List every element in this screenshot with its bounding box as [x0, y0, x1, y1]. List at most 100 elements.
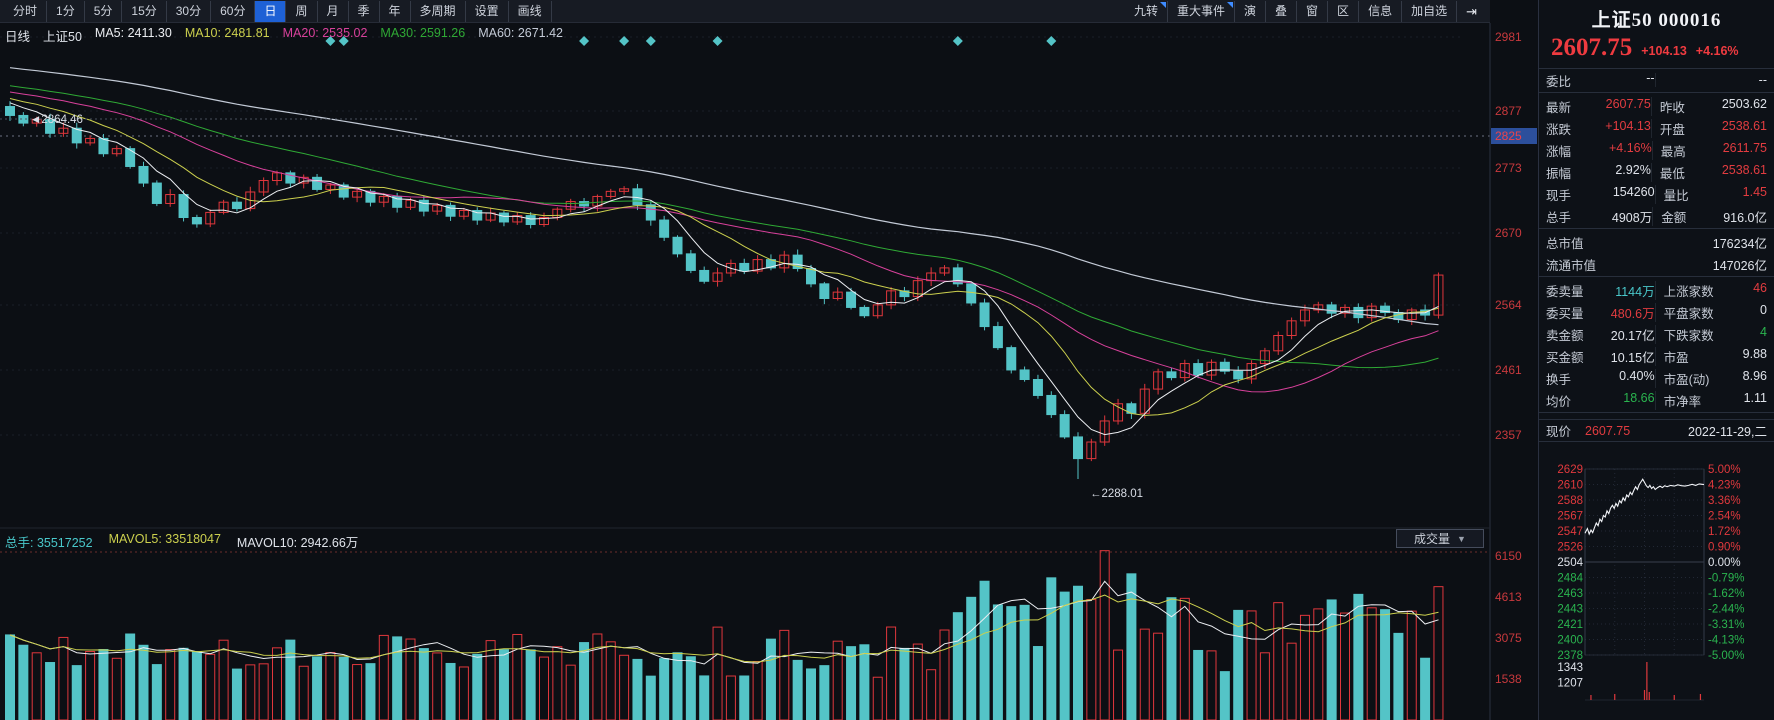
price-change: +104.13 [1641, 44, 1687, 58]
quote-label: 上涨家数 [1664, 281, 1726, 300]
quote-value: 176234亿 [1584, 233, 1767, 252]
tool-信息[interactable]: 信息 [1359, 1, 1402, 22]
tab-季[interactable]: 季 [349, 1, 380, 22]
quote-label: 委比 [1546, 71, 1604, 90]
tool-重大事件[interactable]: 重大事件 [1168, 1, 1235, 22]
mini-price-label: 2526 [1557, 542, 1583, 554]
quote-label: 振幅 [1546, 163, 1604, 182]
volume-indicator-bar: 总手: 35517252MAVOL5: 33518047MAVOL10: 294… [5, 532, 358, 551]
main-candlestick-chart[interactable]: 29812877277326702564246123572825◄2864.46… [0, 23, 1538, 720]
tab-15分[interactable]: 15分 [122, 1, 166, 22]
mini-pct-label: -0.79% [1708, 573, 1744, 585]
tab-日[interactable]: 日 [255, 1, 286, 22]
volume-indicator-selector[interactable]: 成交量 ▼ [1396, 529, 1484, 548]
quote-label: 开盘 [1660, 119, 1722, 138]
tab-60分[interactable]: 60分 [211, 1, 255, 22]
ma-value-label: MA10: 2481.81 [185, 26, 270, 45]
quote-label: 最低 [1660, 163, 1722, 182]
mini-price-label: 2588 [1557, 495, 1583, 507]
quote-row: 换手 0.40% 市盈(动) 8.96 [1539, 367, 1774, 389]
last-price: 2607.75 [1551, 34, 1632, 62]
volume-axis-label: 3075 [1495, 631, 1522, 645]
tab-设置[interactable]: 设置 [466, 1, 509, 22]
price-annotation: ←2288.01 [1090, 488, 1143, 500]
period-tabs: 分时1分5分15分30分60分日周月季年多周期设置画线 [4, 0, 552, 22]
mini-price-label: 2504 [1557, 557, 1583, 569]
mini-price-label: 2421 [1557, 619, 1583, 631]
quote-label: 总手 [1546, 207, 1604, 226]
nine-turn-marker-icon [619, 36, 629, 46]
mavol5-line [10, 581, 1439, 664]
quote-value: 2611.75 [1723, 141, 1767, 160]
quote-label: 市净率 [1664, 391, 1726, 410]
quote-value: 1144万 [1604, 281, 1655, 300]
tab-多周期[interactable]: 多周期 [411, 1, 466, 22]
quote-label: 买金额 [1546, 347, 1604, 366]
tab-画线[interactable]: 画线 [509, 1, 552, 22]
tab-分时[interactable]: 分时 [4, 1, 47, 22]
quote-row: 委比 -- -- [1539, 69, 1774, 93]
tool-演[interactable]: 演 [1235, 1, 1266, 22]
mini-pct-label: -3.31% [1708, 619, 1744, 631]
quote-label: 换手 [1546, 369, 1604, 388]
price-axis-label: 2670 [1495, 226, 1522, 240]
stock-trading-terminal: 分时1分5分15分30分60分日周月季年多周期设置画线 九转重大事件演叠窗区信息… [0, 0, 1774, 720]
quote-label: 涨幅 [1546, 141, 1604, 160]
mini-pct-label: 5.00% [1708, 464, 1741, 476]
quote-label: 流通市值 [1546, 255, 1596, 274]
tool-叠[interactable]: 叠 [1266, 1, 1297, 22]
nine-turn-marker-icon [579, 36, 589, 46]
quote-value: 18.66 [1604, 391, 1655, 410]
volume-axis-label: 1538 [1495, 672, 1522, 686]
quote-value: 1.11 [1726, 391, 1767, 410]
nine-turn-marker-icon [1046, 36, 1056, 46]
quote-value: 916.0亿 [1723, 207, 1767, 226]
quote-value: 8.96 [1726, 369, 1767, 388]
mini-pct-label: 2.54% [1708, 511, 1741, 523]
quote-value: 20.17亿 [1604, 325, 1655, 344]
ma-value-label: MA20: 2535.02 [283, 26, 368, 45]
tab-1分[interactable]: 1分 [47, 1, 85, 22]
intraday-mini-chart[interactable]: 2629261025882567254725262504248424632443… [1539, 444, 1774, 702]
quote-row: 现手 154260 量比 1.45 [1539, 183, 1774, 205]
quote-value: 9.88 [1726, 347, 1767, 366]
mini-pct-label: 3.36% [1708, 495, 1741, 507]
quote-value: 480.6万 [1604, 303, 1655, 322]
tool-区[interactable]: 区 [1328, 1, 1359, 22]
price-row: 2607.75 +104.13 +4.16% [1539, 32, 1774, 66]
price-annotation: ◄2864.46 [30, 114, 83, 126]
tool-九转[interactable]: 九转 [1125, 1, 1168, 22]
tool-窗[interactable]: 窗 [1297, 1, 1328, 22]
quote-label: 最高 [1661, 141, 1723, 160]
tool-加自选[interactable]: 加自选 [1402, 1, 1457, 22]
quote-label: 平盘家数 [1664, 303, 1726, 322]
volume-value-label: MAVOL10: 2942.66万 [237, 532, 358, 551]
mini-pct-label: 4.23% [1708, 480, 1741, 492]
ma-value-label: MA30: 2591.26 [380, 26, 465, 45]
quote-value: 2538.61 [1722, 119, 1767, 138]
tab-周[interactable]: 周 [286, 1, 317, 22]
quote-value: -- [1726, 73, 1767, 87]
quote-value: 2503.62 [1722, 97, 1767, 116]
quote-label: 总市值 [1546, 233, 1584, 252]
volume-bars-layer [6, 551, 1443, 720]
stock-title: 上证50 000016 [1539, 5, 1774, 32]
next-stock-icon[interactable]: ⇥ [1457, 1, 1486, 22]
quote-value: 2538.61 [1722, 163, 1767, 182]
top-toolbar: 分时1分5分15分30分60分日周月季年多周期设置画线 九转重大事件演叠窗区信息… [0, 0, 1490, 23]
mini-pct-label: -1.62% [1708, 588, 1744, 600]
quote-row: 流通市值 147026亿 [1539, 253, 1774, 277]
quote-row: 委卖量 1144万 上涨家数 46 [1539, 279, 1774, 301]
period-label: 日线 [5, 26, 30, 45]
mini-pct-label: 1.72% [1708, 526, 1741, 538]
ma30-line [10, 86, 1439, 368]
volume-axis-label: 4613 [1495, 590, 1522, 604]
mini-price-label: 2378 [1557, 650, 1583, 662]
tab-30分[interactable]: 30分 [167, 1, 211, 22]
quote-panel: 上证50 000016 2607.75 +104.13 +4.16% 委比 --… [1538, 0, 1774, 720]
mini-price-label: 2547 [1557, 526, 1583, 538]
tab-月[interactable]: 月 [318, 1, 349, 22]
tab-5分[interactable]: 5分 [85, 1, 123, 22]
quote-value: 46 [1726, 281, 1767, 300]
tab-年[interactable]: 年 [380, 1, 411, 22]
